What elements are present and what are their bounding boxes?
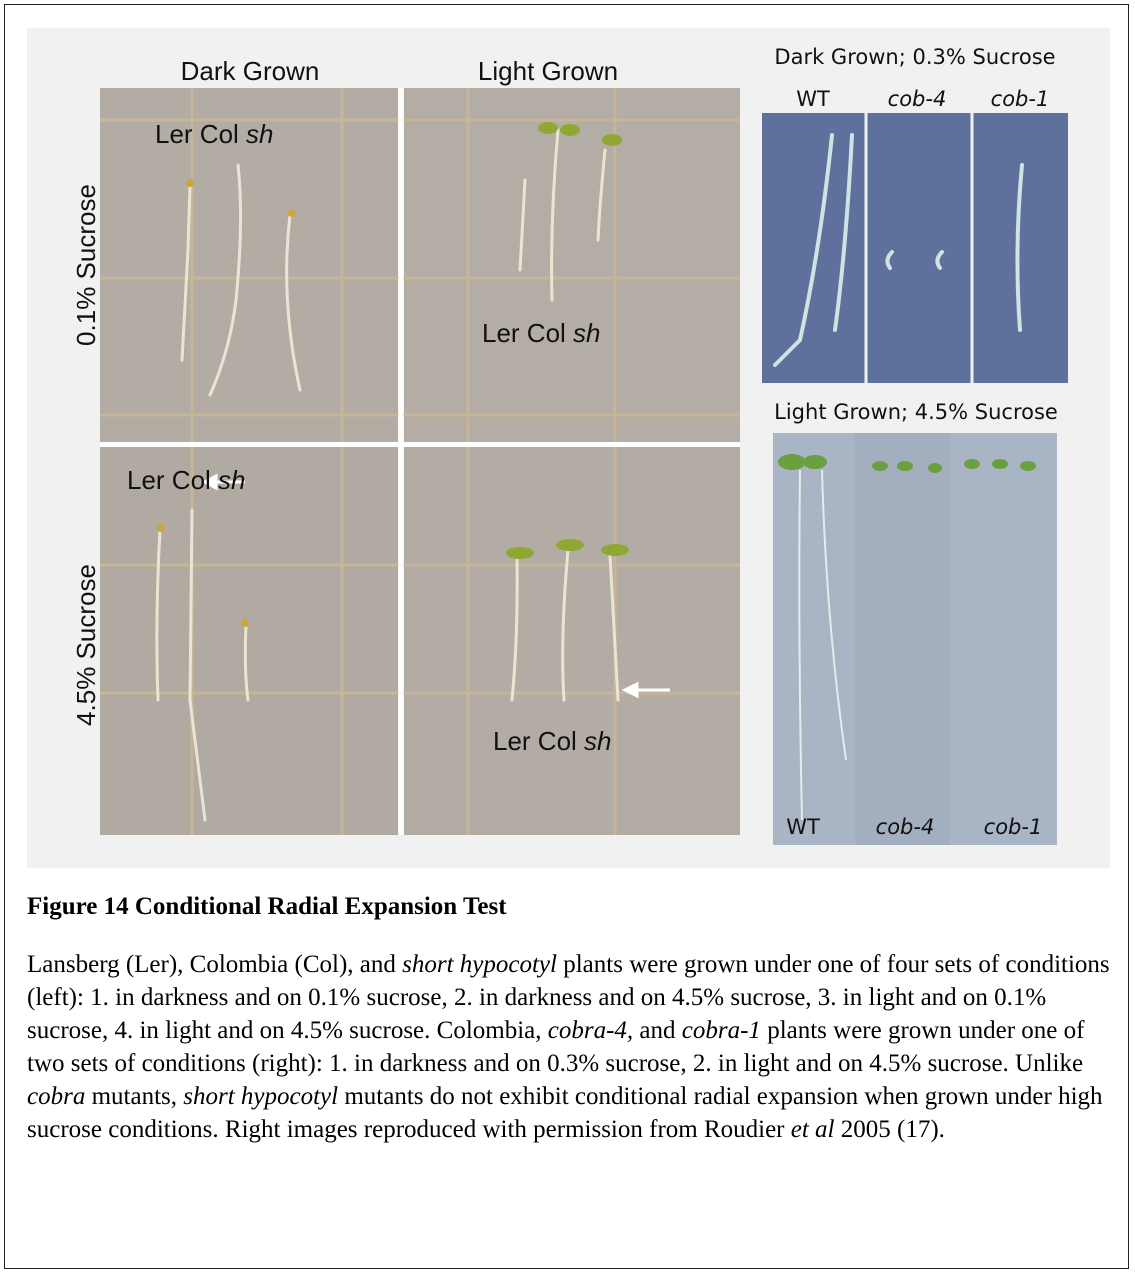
lane-label: WT bbox=[786, 815, 820, 839]
panel-label: Ler Col sh bbox=[127, 465, 246, 495]
caption-text: cobra-4, bbox=[547, 1017, 634, 1044]
caption-text: short hypocotyl bbox=[402, 951, 557, 978]
caption-text: et al bbox=[790, 1116, 835, 1143]
lane-label: cob-1 bbox=[984, 815, 1043, 839]
label-text: Ler Col bbox=[127, 465, 218, 495]
panel-label: Ler Col sh bbox=[155, 119, 274, 149]
caption-text: 2005 (17). bbox=[834, 1116, 945, 1143]
label-text: Ler Col bbox=[155, 119, 246, 149]
panel-label: Ler Col sh bbox=[482, 318, 601, 348]
caption-text: and bbox=[633, 1017, 682, 1044]
lane-label: cob-4 bbox=[888, 87, 947, 111]
lane-label: cob-1 bbox=[991, 87, 1050, 111]
label-text: sh bbox=[246, 119, 273, 149]
caption-text: plants were grown under one of four sets… bbox=[27, 951, 1110, 1044]
label-text: Ler Col bbox=[493, 726, 584, 756]
label-text: Ler Col bbox=[482, 318, 573, 348]
label-text: sh bbox=[584, 726, 611, 756]
lane-label: cob-4 bbox=[876, 815, 935, 839]
right-photos bbox=[762, 113, 1068, 845]
frame bbox=[4, 4, 1129, 1269]
caption-text: cobra-1 bbox=[681, 1017, 761, 1044]
caption-text: mutants, bbox=[85, 1083, 184, 1110]
caption-text: mutants do not exhibit conditional radia… bbox=[27, 1083, 1103, 1143]
photo-title: Dark Grown; 0.3% Sucrose bbox=[774, 45, 1055, 69]
row-header: 0.1% Sucrose bbox=[71, 184, 101, 346]
caption-title: Figure 14 Conditional Radial Expansion T… bbox=[27, 893, 507, 920]
label-text: sh bbox=[218, 465, 245, 495]
caption-text: short hypocotyl bbox=[183, 1083, 339, 1110]
lane-label: WT bbox=[796, 87, 830, 111]
figure: Dark Grown Light Grown 0.1% Sucrose 4.5%… bbox=[27, 28, 1110, 868]
label-text: sh bbox=[573, 318, 600, 348]
left-plates bbox=[100, 88, 740, 835]
panel-label: Ler Col sh bbox=[493, 726, 612, 756]
caption-body: Lansberg (Ler), Colombia (Col), and shor… bbox=[27, 948, 1117, 1146]
column-header: Light Grown bbox=[478, 56, 618, 86]
column-header: Dark Grown bbox=[181, 56, 320, 86]
row-header: 4.5% Sucrose bbox=[71, 564, 101, 726]
caption-text: Lansberg (Ler), Colombia (Col), and bbox=[27, 951, 403, 978]
caption-text: plants were grown under one of two sets … bbox=[27, 1017, 1085, 1077]
caption-text: cobra bbox=[27, 1083, 86, 1110]
photo-title: Light Grown; 4.5% Sucrose bbox=[774, 400, 1058, 424]
